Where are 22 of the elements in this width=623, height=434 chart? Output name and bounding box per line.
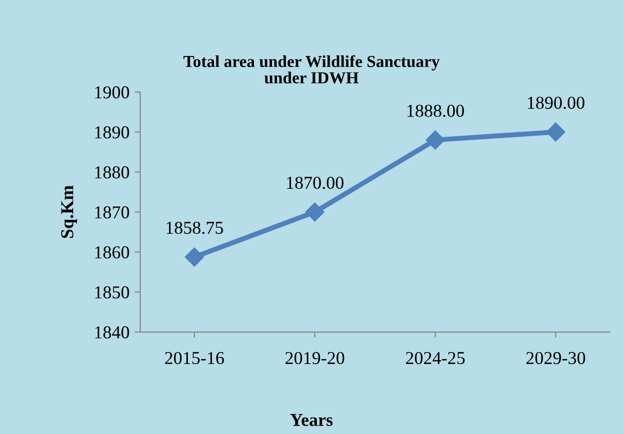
data-label: 1890.00 [528,96,584,109]
point [184,247,204,267]
x-tick-label: 2019-20 [286,352,344,364]
x-tick-label: 2015-16 [165,352,224,364]
data-label: 1870.00 [287,176,344,189]
y-tick-label: 1900 [95,86,130,98]
y-tick-label: 1890 [95,126,130,138]
y-tick-label: 1840 [95,326,130,338]
y-axis-title: Sq.Km [61,185,77,238]
y-tick-label: 1860 [95,246,130,258]
data-label: 1888.00 [408,104,464,117]
chart-title: Total area under Wildlife Sanctuary under IDWH [183,55,440,84]
point [305,202,324,222]
y-tick-label: 1880 [95,166,130,178]
x-tick-label: 2024-25 [406,352,465,364]
x-axis-title: Years [290,414,333,426]
y-tick-label: 1870 [95,206,130,218]
point [426,130,445,150]
y-tick-label: 1850 [95,286,130,298]
point [546,122,566,142]
x-tick-label: 2029-30 [526,352,586,364]
data-label: 1858.75 [166,222,224,234]
